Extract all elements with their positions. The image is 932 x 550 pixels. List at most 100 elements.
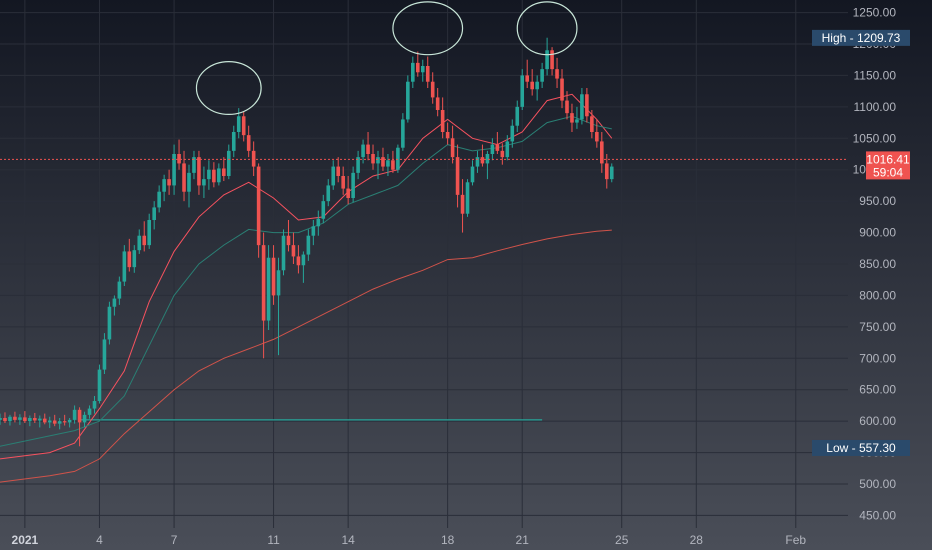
candle[interactable] [495,132,500,154]
candle[interactable] [246,125,251,158]
candle[interactable] [33,412,37,424]
candle[interactable] [222,157,226,182]
candle[interactable] [500,143,505,165]
candle[interactable] [47,416,52,429]
candle[interactable] [296,245,301,274]
candle[interactable] [485,150,490,180]
candle[interactable] [585,88,589,123]
candle[interactable] [0,413,2,425]
candle[interactable] [261,232,266,359]
candle[interactable] [117,276,122,305]
candle[interactable] [212,162,216,188]
candle[interactable] [425,56,430,88]
candle[interactable] [480,144,485,167]
candle[interactable] [3,412,7,424]
candle[interactable] [172,144,176,195]
candle[interactable] [127,238,132,272]
candle[interactable] [411,56,415,88]
candle[interactable] [550,47,554,76]
candle[interactable] [356,150,360,180]
candle[interactable] [18,414,22,425]
candle[interactable] [57,418,62,430]
candle[interactable] [341,166,345,195]
candle[interactable] [42,413,47,425]
candle[interactable] [580,88,584,125]
candle[interactable] [450,125,455,164]
candle[interactable] [137,229,142,254]
candle[interactable] [102,333,107,374]
candle[interactable] [251,141,256,176]
candle[interactable] [256,163,261,258]
candle[interactable] [72,405,77,424]
candle[interactable] [266,245,271,330]
candle[interactable] [217,163,221,186]
candle[interactable] [92,396,97,414]
candle[interactable] [545,37,549,76]
candle[interactable] [321,194,326,224]
candle[interactable] [515,100,520,132]
candle[interactable] [396,144,400,173]
circle-annotation[interactable] [392,1,464,56]
candle[interactable] [226,144,231,180]
candle[interactable] [406,75,410,123]
candle[interactable] [575,106,579,129]
candle[interactable] [286,220,291,252]
candle[interactable] [23,411,27,424]
candle[interactable] [316,210,321,236]
candle[interactable] [430,72,435,104]
candles-layer[interactable] [0,37,614,447]
candle[interactable] [435,88,440,117]
candle[interactable] [475,150,480,173]
candle[interactable] [62,414,67,426]
candle[interactable] [326,179,331,207]
candle[interactable] [202,166,206,198]
candle[interactable] [351,166,355,203]
candle[interactable] [590,110,594,139]
candle[interactable] [490,138,495,161]
candle[interactable] [8,414,12,426]
candle[interactable] [301,251,306,283]
candle[interactable] [271,245,276,305]
candle[interactable] [122,245,127,286]
candle[interactable] [177,139,181,170]
candle[interactable] [147,213,152,249]
circle-annotation[interactable] [516,1,578,56]
candle[interactable] [391,150,395,173]
candle[interactable] [420,59,425,82]
candle[interactable] [470,160,475,186]
candle[interactable] [530,69,534,96]
candle[interactable] [187,164,191,208]
candle[interactable] [192,150,196,180]
candle[interactable] [231,125,236,158]
candle[interactable] [600,132,604,173]
candle[interactable] [77,407,82,447]
candle[interactable] [97,364,102,404]
candle[interactable] [535,75,539,101]
candle[interactable] [87,405,92,419]
candle[interactable] [460,179,465,233]
candle[interactable] [346,176,350,205]
candle[interactable] [386,154,390,176]
candle[interactable] [440,97,445,139]
candle[interactable] [570,103,574,132]
candle[interactable] [281,229,286,276]
candle[interactable] [555,57,559,88]
candle[interactable] [82,411,87,428]
candle[interactable] [162,174,166,202]
candle[interactable] [37,415,42,428]
candle[interactable] [604,154,609,189]
candle[interactable] [52,414,57,427]
drawings-layer[interactable] [195,1,578,115]
candle[interactable] [445,122,450,145]
circle-annotation[interactable] [195,60,262,115]
candle[interactable] [336,157,341,183]
candle[interactable] [371,144,375,170]
time-axis[interactable]: 2021 4 7 11 14 18 21 25 28 Feb [12,533,807,547]
candle[interactable] [455,144,460,208]
candle[interactable] [311,220,316,246]
candle[interactable] [560,69,564,109]
candle[interactable] [366,132,370,161]
candle[interactable] [276,257,281,356]
candle[interactable] [361,139,365,164]
